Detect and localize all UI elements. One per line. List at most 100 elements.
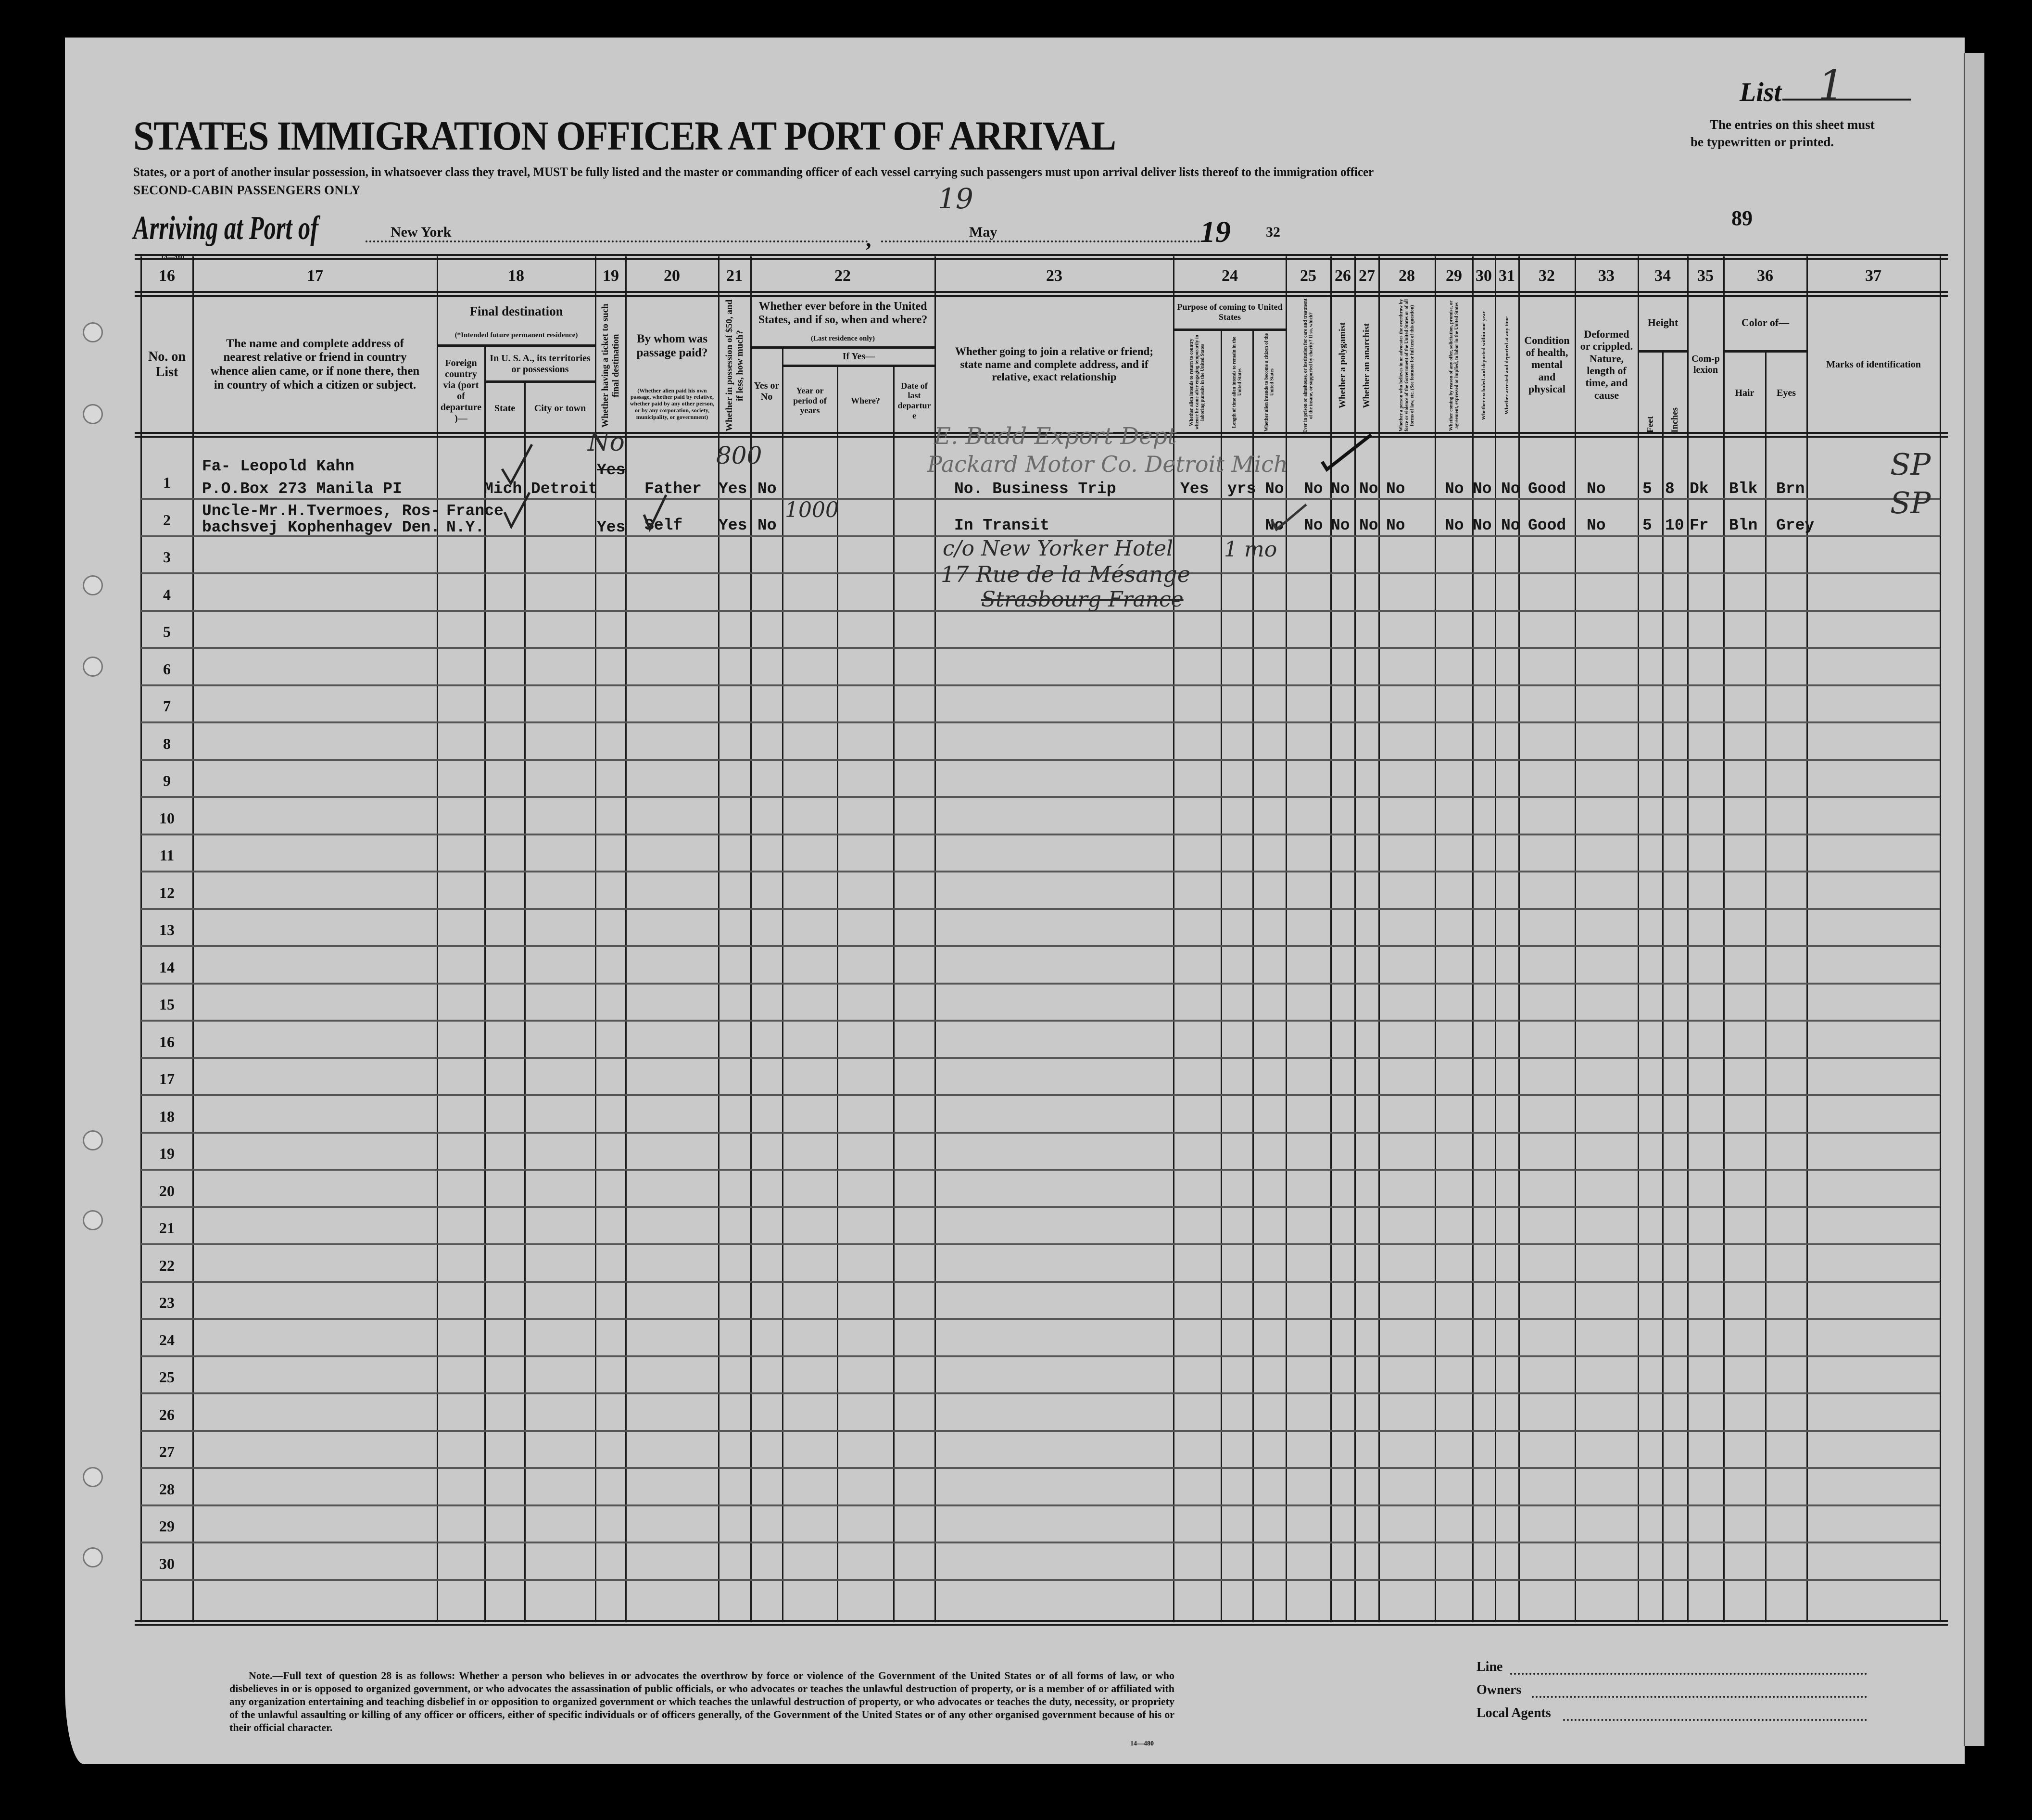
row-rule <box>141 1094 1940 1096</box>
row-number: 24 <box>159 1331 175 1349</box>
sub-header-rule <box>1724 350 1807 353</box>
cell-inches: 8 <box>1665 480 1675 498</box>
year-prefix: 19 <box>1200 215 1231 249</box>
cell-q28: No <box>1386 480 1405 498</box>
handwritten-contact-row-1-line-2: Packard Motor Co. Detroit Mich <box>927 451 1288 477</box>
punch-hole <box>83 575 103 595</box>
punch-hole <box>83 1467 103 1487</box>
cell-health: Good <box>1528 480 1566 498</box>
row-number: 12 <box>159 884 175 901</box>
cell-state: Mich <box>484 480 522 498</box>
column-rule <box>1638 256 1639 1622</box>
cell-hair: Bln <box>1729 517 1758 534</box>
row-number: 18 <box>159 1107 175 1125</box>
column-number: 25 <box>1300 267 1316 285</box>
column-rule <box>1723 256 1725 1622</box>
header-passage-paid-note: (Whether alien paid his own passage, whe… <box>630 387 715 420</box>
header-height: Height <box>1647 316 1679 329</box>
row-rule <box>141 684 1940 686</box>
row-rule <box>141 871 1940 872</box>
row-rule <box>141 1243 1940 1245</box>
header-foreign-country: Foreign country via (port of departure)— <box>440 357 482 424</box>
sub-column-rule <box>1662 351 1664 1622</box>
cell-prison: No <box>1304 480 1323 498</box>
port-value: New York <box>391 224 452 240</box>
row-rule <box>141 796 1940 798</box>
cell-polygamist: No <box>1331 480 1350 498</box>
header-question-28: Whether a person who believes in or advo… <box>1399 299 1415 432</box>
checkmark-icon <box>503 491 531 530</box>
cell-purpose-return: Yes <box>1180 480 1209 498</box>
row-rule <box>141 908 1940 910</box>
sub-header-rule <box>751 346 935 349</box>
column-rule <box>1495 256 1496 1622</box>
column-number: 30 <box>1476 267 1492 285</box>
row-rule <box>141 647 1940 649</box>
column-number: 24 <box>1222 267 1238 285</box>
row-number: 20 <box>159 1182 175 1200</box>
sub-header-rule <box>783 365 935 367</box>
row-rule <box>141 1429 1940 1432</box>
checkmark-icon <box>642 493 669 532</box>
header-color-of: Color of— <box>1741 316 1790 329</box>
double-rule <box>135 254 1948 256</box>
arriving-label: Arriving at Port of <box>133 210 319 247</box>
page-title: STATES IMMIGRATION OFFICER AT PORT OF AR… <box>133 113 1116 159</box>
row-number: 9 <box>163 772 171 789</box>
date-line <box>881 240 1200 242</box>
row-number: 1 <box>163 474 171 491</box>
column-number: 19 <box>603 267 619 285</box>
row-number: 25 <box>159 1368 175 1386</box>
handwritten-contact-row-2-line-2: 17 Rue de la Mésange <box>941 561 1190 587</box>
date-separator-comma: , <box>866 227 871 251</box>
column-rule <box>1173 256 1174 1622</box>
row-rule <box>141 1504 1940 1506</box>
row-rule <box>141 535 1940 537</box>
row-number: 27 <box>159 1443 175 1460</box>
relative-address-line: Uncle-Mr.H.Tvermoes, Ros- <box>202 502 441 520</box>
column-rule <box>1435 256 1436 1622</box>
row-rule <box>141 1131 1940 1134</box>
column-number: 26 <box>1335 267 1351 285</box>
sub-column-rule <box>782 347 783 1622</box>
handwritten-amount-row-1: 800 <box>716 442 762 469</box>
footnote-question-28: Note.—Full text of question 28 is as fol… <box>229 1669 1174 1733</box>
row-rule <box>141 1169 1940 1171</box>
sub-header-rule <box>1638 350 1688 353</box>
local-agents-field <box>1563 1719 1867 1721</box>
row-number: 6 <box>163 660 171 678</box>
header-marks-identification: Marks of identification <box>1826 359 1921 370</box>
handwritten-contact-row-2-line-1: c/o New Yorker Hotel <box>943 536 1174 561</box>
cell-health: Good <box>1528 517 1566 534</box>
double-rule <box>135 1624 1948 1626</box>
checkmark-icon <box>1320 433 1373 472</box>
cell-become-citizen: No <box>1265 480 1284 498</box>
sub-header-rule <box>485 380 595 383</box>
sub-header-rule <box>1174 329 1286 331</box>
header-feet: Feet <box>1645 416 1655 433</box>
punch-hole <box>83 1210 103 1230</box>
column-rule <box>1354 256 1356 1622</box>
header-inches: Inches <box>1670 407 1680 433</box>
cell-possession-50: Yes <box>719 517 747 534</box>
row-number: 4 <box>163 585 171 603</box>
cell-joining: In Transit <box>954 517 1050 534</box>
header-final-destination: Final destination <box>469 304 563 319</box>
checkmark-icon <box>500 442 534 486</box>
entries-note-line-1: The entries on this sheet must <box>1710 117 1875 132</box>
row-rule <box>141 1057 1940 1059</box>
column-rule <box>1378 256 1380 1622</box>
row-number: 30 <box>159 1555 175 1572</box>
row-number: 8 <box>163 734 171 752</box>
handwritten-mark-row-1: SP <box>1890 447 1931 482</box>
double-rule <box>135 436 1948 438</box>
punch-hole <box>83 657 103 677</box>
row-number: 2 <box>163 511 171 529</box>
header-question-29: Whether coming by reason of any offer, s… <box>1448 300 1460 431</box>
row-rule <box>141 721 1940 723</box>
column-number: 27 <box>1359 267 1375 285</box>
cell-deformed: No <box>1587 517 1606 534</box>
column-rule <box>595 256 596 1622</box>
cell-anarchist: No <box>1359 517 1378 534</box>
